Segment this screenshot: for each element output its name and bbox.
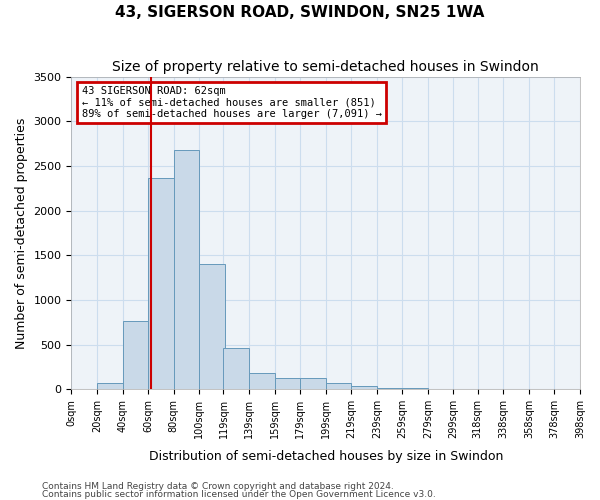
Bar [122,322,148,390]
Text: 43 SIGERSON ROAD: 62sqm
← 11% of semi-detached houses are smaller (851)
89% of s: 43 SIGERSON ROAD: 62sqm ← 11% of semi-de… [82,86,382,119]
Title: Size of property relative to semi-detached houses in Swindon: Size of property relative to semi-detach… [112,60,539,74]
Bar [97,382,122,390]
Bar [275,378,300,390]
Text: Contains HM Land Registry data © Crown copyright and database right 2024.: Contains HM Land Registry data © Crown c… [42,482,394,491]
Bar [223,348,249,390]
Bar [199,264,225,390]
Bar [377,388,403,390]
Text: 43, SIGERSON ROAD, SWINDON, SN25 1WA: 43, SIGERSON ROAD, SWINDON, SN25 1WA [115,5,485,20]
Bar [300,378,326,390]
Bar [148,178,173,390]
Bar [249,373,275,390]
Bar [403,388,428,390]
Bar [173,150,199,390]
X-axis label: Distribution of semi-detached houses by size in Swindon: Distribution of semi-detached houses by … [149,450,503,462]
Bar [326,384,351,390]
Y-axis label: Number of semi-detached properties: Number of semi-detached properties [15,117,28,348]
Bar [351,386,377,390]
Text: Contains public sector information licensed under the Open Government Licence v3: Contains public sector information licen… [42,490,436,499]
